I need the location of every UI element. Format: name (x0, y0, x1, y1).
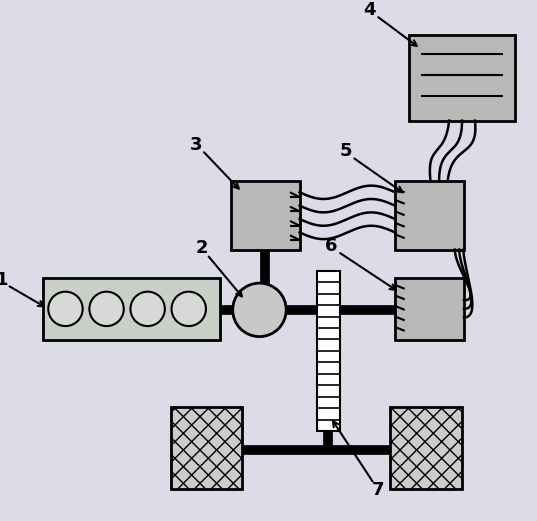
Circle shape (171, 292, 206, 326)
Circle shape (48, 292, 83, 326)
Bar (171, 407, 242, 489)
Text: 5: 5 (339, 142, 352, 160)
Bar (410, 34, 514, 121)
Circle shape (130, 292, 165, 326)
Text: 3: 3 (190, 135, 202, 154)
Text: 4: 4 (363, 1, 375, 19)
Bar (390, 407, 462, 489)
Bar (231, 181, 300, 250)
Text: 2: 2 (196, 239, 208, 257)
Bar (395, 278, 464, 340)
Circle shape (89, 292, 124, 326)
Bar (43, 278, 220, 340)
Text: 1: 1 (0, 271, 9, 289)
Text: 6: 6 (325, 237, 337, 255)
Bar (317, 271, 340, 431)
Text: 7: 7 (372, 481, 384, 500)
Bar (395, 181, 464, 250)
Circle shape (233, 283, 286, 337)
